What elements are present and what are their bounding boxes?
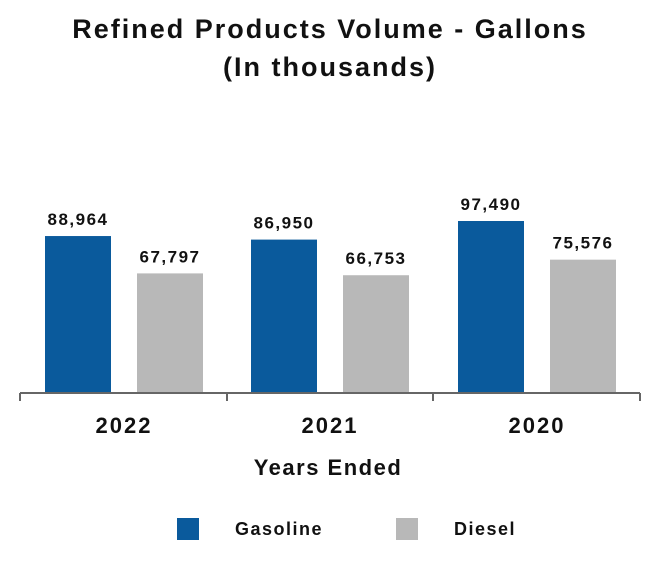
bar-diesel-2022 (137, 273, 203, 393)
x-axis-title: Years Ended (254, 455, 403, 480)
data-label-diesel-2022: 67,797 (140, 247, 201, 266)
x-tick-label-2022: 2022 (96, 413, 153, 438)
bar-gasoline-2020 (458, 221, 524, 393)
bar-diesel-2020 (550, 259, 616, 393)
data-label-diesel-2020: 75,576 (553, 234, 614, 253)
legend-label-gasoline: Gasoline (235, 518, 324, 539)
legend-gasoline: Gasoline (177, 518, 323, 540)
data-label-gasoline-2020: 97,490 (461, 195, 522, 214)
x-tick-label-2020: 2020 (509, 413, 566, 438)
legend-label-diesel: Diesel (454, 518, 517, 539)
chart-title: Refined Products Volume - Gallons (72, 14, 588, 44)
legend-diesel: Diesel (396, 518, 516, 540)
bar-diesel-2021 (343, 275, 409, 393)
legend-swatch-gasoline (177, 518, 199, 540)
bar-gasoline-2022 (45, 236, 111, 393)
bar-gasoline-2021 (251, 239, 317, 393)
data-label-gasoline-2021: 86,950 (254, 214, 315, 233)
data-label-diesel-2021: 66,753 (346, 249, 407, 268)
x-tick-label-2021: 2021 (302, 413, 359, 438)
data-label-gasoline-2022: 88,964 (48, 210, 109, 229)
chart-subtitle: (In thousands) (223, 52, 437, 82)
legend-swatch-diesel (396, 518, 418, 540)
